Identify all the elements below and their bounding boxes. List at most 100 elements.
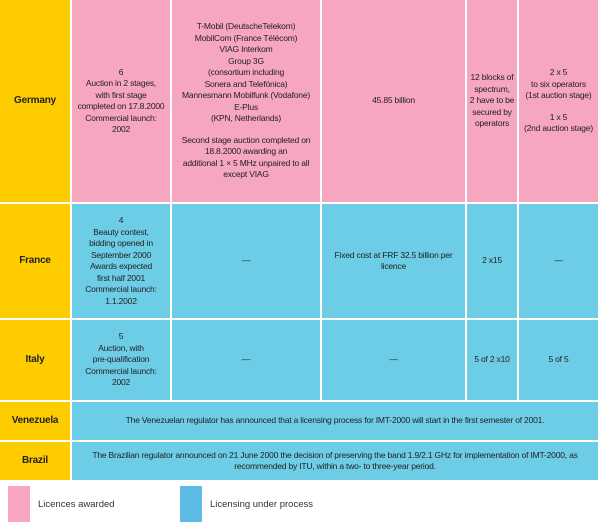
table-cell: 6 Auction in 2 stages, with first stage com… (72, 0, 170, 202)
text-line: The Brazilian regulator announced on 21 … (92, 449, 578, 460)
paragraph: — (241, 354, 251, 366)
legend-label: Licences awarded (38, 499, 115, 510)
text-line: Mannesmann Mobilfunk (Vodafone) (182, 90, 310, 101)
text-line: 6 (118, 66, 124, 77)
text-line: (KPN, Netherlands) (210, 113, 282, 124)
note-cell: The Brazilian regulator announced on 21 … (72, 442, 598, 480)
paragraph: Fixed cost at FRF 32.5 billion per licenc… (335, 250, 453, 273)
paragraph: 2 x 5 to six operators (1st auction stage) (525, 67, 591, 102)
text-line: to six operators (531, 78, 586, 89)
country-cell: Italy (0, 320, 70, 400)
paragraph: — (554, 255, 563, 267)
table-cell: — (172, 320, 320, 400)
paragraph: 6 Auction in 2 stages, with first stage com… (78, 67, 165, 136)
table-cell: 2 x 5 to six operators (1st auction stage)… (519, 0, 598, 202)
paragraph: — (241, 255, 251, 267)
text-line: 1 x 5 (549, 111, 568, 122)
text-line: 2 x15 (482, 255, 502, 266)
text-line: licence (380, 261, 407, 271)
country-cell: Brazil (0, 442, 70, 480)
text-line: operators (474, 118, 510, 129)
paragraph: 1 x 5 (2nd auction stage) (524, 112, 593, 135)
table-cell: T-Mobil (DeutscheTelekom) MobilCom (Franc… (172, 0, 320, 202)
table-cell: — (322, 320, 465, 400)
text-line: Second stage auction completed on (181, 134, 311, 145)
table-cell: — (519, 204, 598, 318)
text-line: additional 1 × 5 MHz unpaired to all (182, 157, 310, 168)
table: Germany 6 Auction in 2 stages, with first s… (0, 0, 598, 480)
text-line: (2nd auction stage) (524, 123, 593, 134)
text-line: 2002 (111, 377, 131, 388)
text-line: except VIAG (223, 169, 269, 180)
paragraph: 45.85 billion (372, 95, 415, 107)
text-line: Commercial launch: (85, 284, 157, 294)
text-line: Awards expected (89, 261, 153, 271)
table-cell: Fixed cost at FRF 32.5 billion per licenc… (322, 204, 465, 318)
paragraph: 5 of 5 (548, 354, 568, 366)
text-line: — (554, 255, 563, 266)
text-line: 45.85 billion (372, 95, 415, 106)
legend: Licences awarded Licensing under process (0, 486, 598, 524)
text-line: MobilCom (France Télécom) (194, 32, 298, 43)
paragraph: 5 Auction, with pre-qualification Commercia… (85, 331, 157, 389)
text-line: with first stage (95, 89, 147, 100)
text-line: VIAG Interkom (219, 44, 273, 55)
text-line: first half 2001 (96, 272, 145, 283)
legend-swatch (180, 486, 202, 522)
text-line: E-Plus (234, 101, 258, 112)
text-line: 5 of 2 x10 (474, 354, 510, 365)
text-line: 4 (118, 215, 124, 225)
text-line: 2 x 5 (549, 67, 568, 78)
text-line: Fixed cost at FRF 32.5 billion per (334, 249, 453, 260)
table-cell: 5 Auction, with pre-qualification Commercia… (72, 320, 170, 400)
paragraph: — (389, 354, 398, 366)
text-line: — (389, 354, 398, 365)
text-line: spectrum, (474, 83, 510, 94)
paragraph: T-Mobil (DeutscheTelekom) MobilCom (Franc… (182, 21, 310, 125)
table-cell: 12 blocks of spectrum, 2 have to be secured… (467, 0, 517, 202)
text-line: (1st auction stage) (525, 90, 592, 101)
country-cell: Germany (0, 0, 70, 202)
legend-swatch (8, 486, 30, 522)
paragraph: 2 x15 (482, 255, 502, 267)
paragraph: The Venezuelan regulator has announced t… (126, 415, 545, 427)
country-cell: France (0, 204, 70, 318)
text-line: pre-qualification (92, 354, 150, 365)
table-cell: 4 Beauty contest, bidding opened in Septemb… (72, 204, 170, 318)
legend-label: Licensing under process (210, 499, 313, 510)
text-line: 5 of 5 (548, 354, 569, 365)
text-line: secured by (472, 106, 512, 117)
text-line: Group 3G (228, 55, 264, 66)
text-line: Commercial launch: (85, 365, 157, 376)
text-line: 5 (118, 331, 124, 342)
text-line: recommended by ITU, within a two- to thr… (234, 461, 436, 471)
text-line: Commercial launch: (85, 112, 157, 123)
note-cell: The Venezuelan regulator has announced t… (72, 402, 598, 440)
text-line: Sonera and Telefónica) (204, 78, 288, 89)
text-line: Auction in 2 stages, (85, 78, 157, 88)
text-line: 1.1.2002 (105, 295, 137, 306)
text-line: — (241, 255, 251, 266)
text-line: — (241, 354, 251, 365)
text-line: completed on 17.8.2000 (77, 101, 165, 111)
text-line: Beauty contest, (93, 226, 149, 237)
paragraph: Second stage auction completed on 18.8.20… (182, 135, 311, 181)
text-line: September 2000 (90, 249, 152, 260)
text-line: 12 blocks of (470, 72, 514, 83)
text-line: (consortium including (207, 67, 285, 78)
table-cell: 5 of 5 (519, 320, 598, 400)
paragraph: 5 of 2 x10 (474, 354, 510, 366)
text-line: Auction, with (98, 342, 144, 353)
text-line: 18.8.2000 awarding an (204, 146, 288, 157)
text-line: T-Mobil (DeutscheTelekom) (196, 21, 296, 32)
text-line: bidding opened in (89, 238, 153, 248)
country-cell: Venezuela (0, 402, 70, 440)
table-cell: 5 of 2 x10 (467, 320, 517, 400)
paragraph: 4 Beauty contest, bidding opened in Septemb… (85, 215, 157, 307)
table-cell: 45.85 billion (322, 0, 465, 202)
table-cell: — (172, 204, 320, 318)
text-line: 2 have to be (469, 95, 515, 106)
text-line: 2002 (111, 124, 131, 134)
table-cell: 2 x15 (467, 204, 517, 318)
